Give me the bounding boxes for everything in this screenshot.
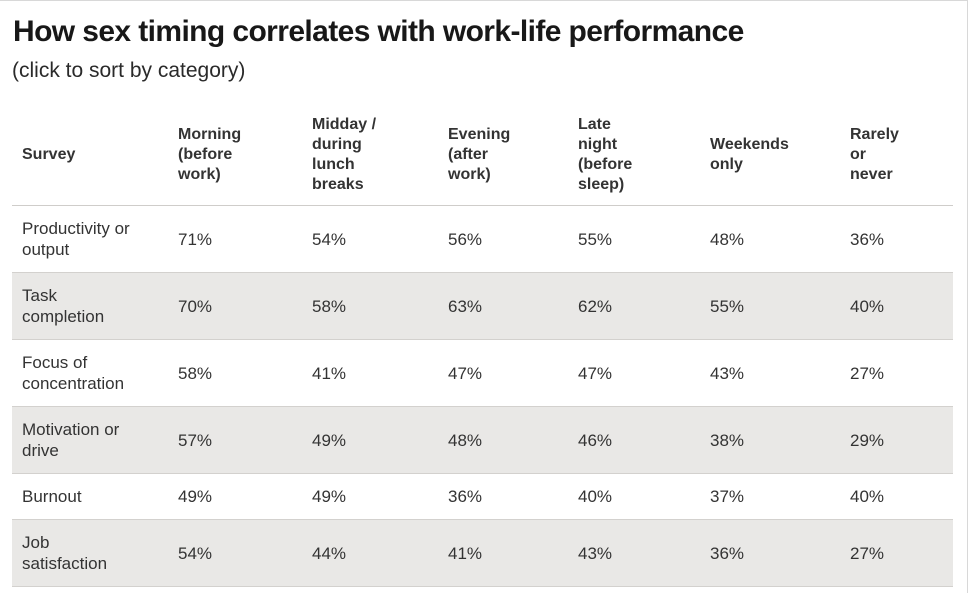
cell-value: 29%	[840, 406, 953, 474]
column-header-survey[interactable]: Survey	[12, 105, 168, 206]
row-label: Focus of concentration	[12, 339, 168, 407]
cell-value: 27%	[840, 339, 953, 407]
column-header-late-night[interactable]: Late night (before sleep)	[568, 105, 700, 206]
cell-value: 49%	[302, 473, 438, 520]
data-table: Survey Morning (before work) Midday / du…	[12, 105, 953, 587]
cell-value: 62%	[568, 272, 700, 340]
cell-value: 47%	[438, 339, 568, 407]
cell-value: 27%	[840, 519, 953, 587]
column-header-rarely[interactable]: Rarely or never	[840, 105, 953, 206]
cell-value: 37%	[700, 473, 840, 520]
cell-value: 40%	[840, 473, 953, 520]
cell-value: 36%	[700, 519, 840, 587]
table-row-task-completion: Task completion 70% 58% 63% 62% 55% 40%	[12, 272, 953, 340]
cell-value: 36%	[840, 205, 953, 273]
cell-value: 49%	[168, 473, 302, 520]
cell-value: 41%	[302, 339, 438, 407]
cell-value: 54%	[302, 205, 438, 273]
cell-value: 41%	[438, 519, 568, 587]
cell-value: 54%	[168, 519, 302, 587]
row-label: Task completion	[12, 272, 168, 340]
cell-value: 48%	[700, 205, 840, 273]
cell-value: 55%	[700, 272, 840, 340]
cell-value: 58%	[302, 272, 438, 340]
cell-value: 47%	[568, 339, 700, 407]
cell-value: 56%	[438, 205, 568, 273]
cell-value: 70%	[168, 272, 302, 340]
cell-value: 71%	[168, 205, 302, 273]
cell-value: 55%	[568, 205, 700, 273]
cell-value: 57%	[168, 406, 302, 474]
row-label: Productivity or output	[12, 205, 168, 273]
page-subtitle: (click to sort by category)	[12, 59, 246, 82]
cell-value: 46%	[568, 406, 700, 474]
cell-value: 63%	[438, 272, 568, 340]
cell-value: 58%	[168, 339, 302, 407]
row-label: Job satisfaction	[12, 519, 168, 587]
column-header-weekends[interactable]: Weekends only	[700, 105, 840, 206]
column-header-midday[interactable]: Midday / during lunch breaks	[302, 105, 438, 206]
cell-value: 48%	[438, 406, 568, 474]
table-row-burnout: Burnout 49% 49% 36% 40% 37% 40%	[12, 473, 953, 520]
cell-value: 43%	[568, 519, 700, 587]
table-row-productivity: Productivity or output 71% 54% 56% 55% 4…	[12, 205, 953, 273]
cell-value: 40%	[568, 473, 700, 520]
cell-value: 36%	[438, 473, 568, 520]
table-row-job-satisfaction: Job satisfaction 54% 44% 41% 43% 36% 27%	[12, 519, 953, 587]
cell-value: 38%	[700, 406, 840, 474]
cell-value: 43%	[700, 339, 840, 407]
cell-value: 44%	[302, 519, 438, 587]
page-title: How sex timing correlates with work-life…	[13, 15, 744, 48]
cell-value: 49%	[302, 406, 438, 474]
cell-value: 40%	[840, 272, 953, 340]
column-header-morning[interactable]: Morning (before work)	[168, 105, 302, 206]
row-label: Motivation or drive	[12, 406, 168, 474]
table-row-motivation: Motivation or drive 57% 49% 48% 46% 38% …	[12, 406, 953, 474]
column-header-evening[interactable]: Evening (after work)	[438, 105, 568, 206]
table-header-row: Survey Morning (before work) Midday / du…	[12, 105, 953, 206]
row-label: Burnout	[12, 473, 168, 520]
table-row-focus: Focus of concentration 58% 41% 47% 47% 4…	[12, 339, 953, 407]
